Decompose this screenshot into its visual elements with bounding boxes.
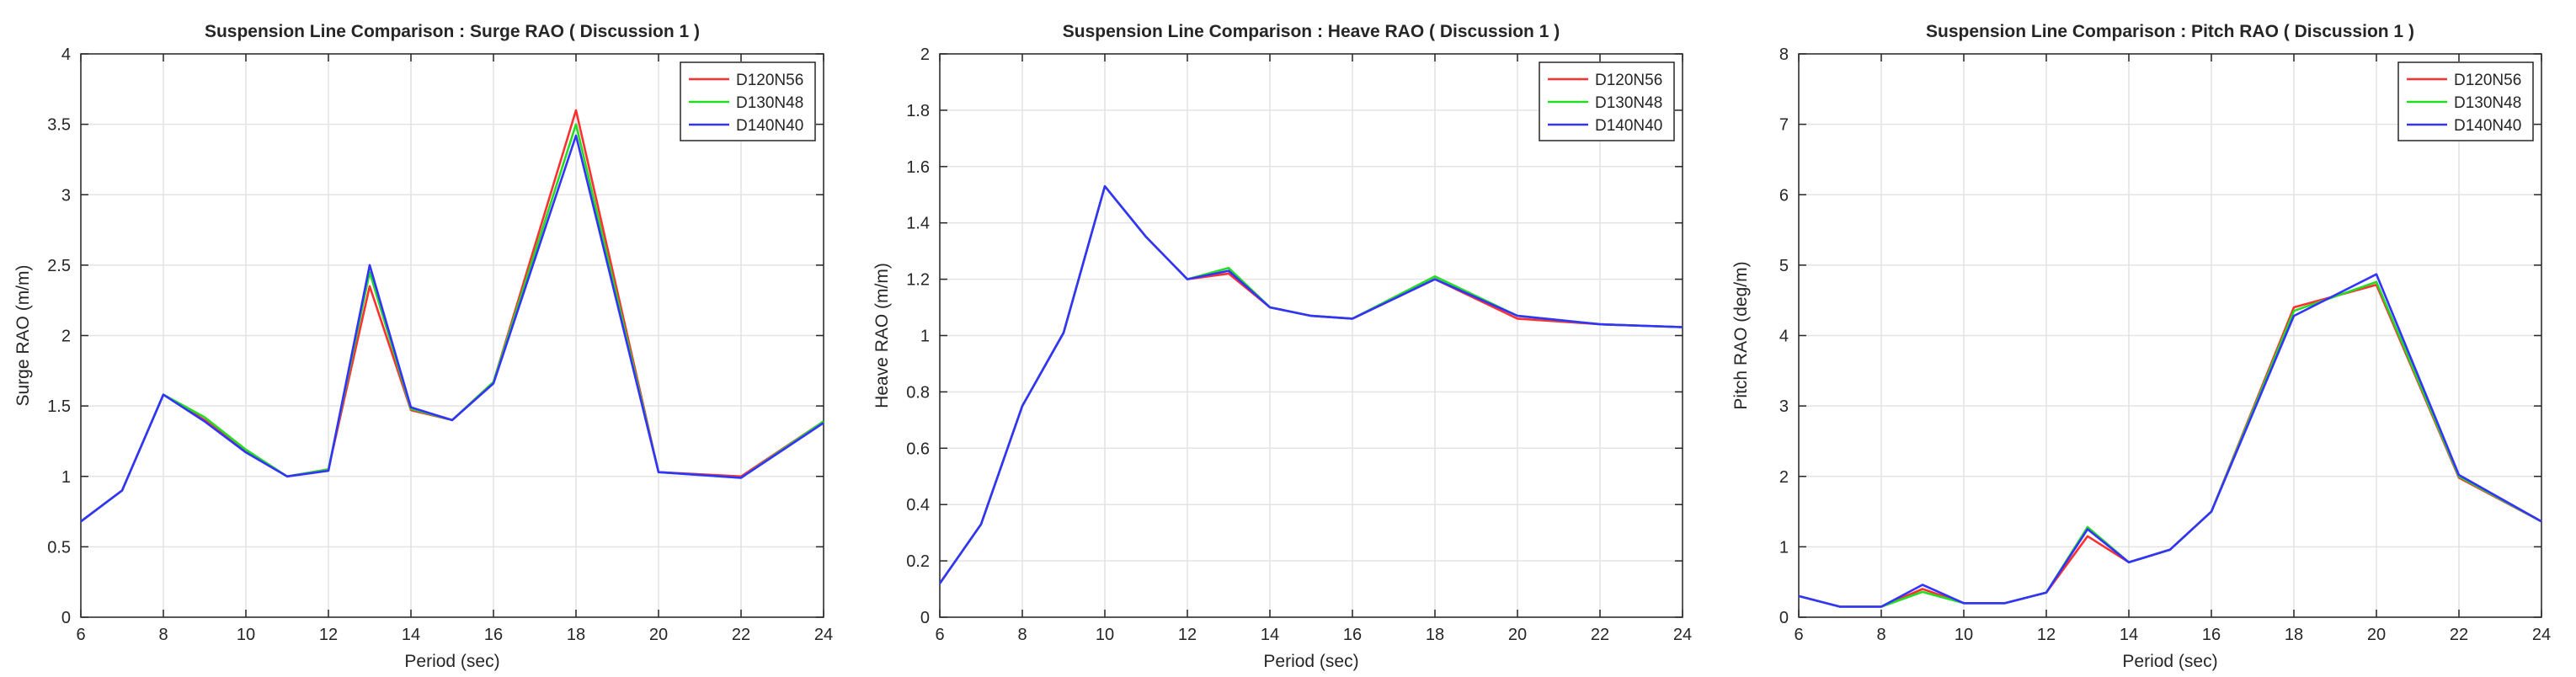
x-tick-label: 6 <box>76 626 85 644</box>
x-axis-label: Period (sec) <box>2122 652 2217 671</box>
x-tick-label: 16 <box>484 626 503 644</box>
y-tick-label: 1.5 <box>47 397 71 416</box>
x-tick-label: 14 <box>2120 626 2138 644</box>
y-tick-label: 0 <box>61 609 71 627</box>
chart-title: Suspension Line Comparison : Pitch RAO (… <box>1926 22 2414 41</box>
x-tick-label: 20 <box>1508 626 1527 644</box>
series-line-d140n40 <box>938 184 1683 584</box>
series-line-d140n40 <box>80 134 824 523</box>
y-tick-label: 1.8 <box>906 102 930 120</box>
y-tick-label: 1 <box>920 328 930 346</box>
y-tick-label: 0.4 <box>906 496 930 514</box>
x-tick-label: 16 <box>2202 626 2221 644</box>
y-tick-label: 0 <box>1779 609 1789 627</box>
y-tick-label: 6 <box>1779 186 1789 205</box>
x-tick-label: 8 <box>158 626 168 644</box>
x-tick-label: 16 <box>1343 626 1362 644</box>
legend-label: D120N56 <box>736 72 803 89</box>
x-tick-label: 24 <box>2532 626 2551 644</box>
x-tick-label: 18 <box>567 626 585 644</box>
y-tick-label: 2 <box>920 45 930 64</box>
y-tick-label: 4 <box>1779 328 1789 346</box>
y-tick-label: 3.5 <box>47 116 71 135</box>
y-tick-label: 7 <box>1779 116 1789 135</box>
y-tick-label: 0.5 <box>47 538 71 557</box>
x-tick-label: 22 <box>2450 626 2468 644</box>
series-lines <box>1798 273 2542 608</box>
x-tick-label: 14 <box>402 626 420 644</box>
legend-label: D140N40 <box>736 117 803 135</box>
x-tick-label: 20 <box>2367 626 2386 644</box>
x-tick-label: 8 <box>1017 626 1027 644</box>
x-tick-label: 10 <box>1096 626 1114 644</box>
y-tick-label: 1.2 <box>906 271 930 290</box>
y-tick-label: 1 <box>61 468 71 487</box>
legend-label: D140N40 <box>2454 117 2521 135</box>
pitch-rao-chart: 6 8 10 12 14 16 18 20 22 24 0 1 2 3 4 5 6 7 8 Suspension Li… <box>1718 0 2576 677</box>
x-tick-label: 18 <box>1426 626 1444 644</box>
x-axis-label: Period (sec) <box>1263 652 1358 671</box>
y-tick-label: 2 <box>61 328 71 346</box>
chart-title: Suspension Line Comparison : Heave RAO (… <box>1063 22 1560 41</box>
y-axis-label: Pitch RAO (deg/m) <box>1731 261 1751 409</box>
x-tick-label: 12 <box>1178 626 1197 644</box>
y-tick-label: 5 <box>1779 257 1789 275</box>
y-tick-label: 3 <box>1779 397 1789 416</box>
legend: D120N56 D130N48 D140N40 <box>1539 61 1675 141</box>
legend-label: D120N56 <box>1595 72 1662 89</box>
y-axis-label: Surge RAO (m/m) <box>13 264 33 406</box>
legend-label: D130N48 <box>1595 94 1662 112</box>
series-lines <box>938 184 1683 584</box>
x-tick-label: 8 <box>1876 626 1885 644</box>
series-line-d140n40 <box>1798 273 2542 608</box>
y-tick-label: 0.6 <box>906 440 930 458</box>
chart-title: Suspension Line Comparison : Surge RAO (… <box>205 22 700 41</box>
y-tick-label: 2 <box>1779 468 1789 487</box>
x-tick-label: 10 <box>237 626 255 644</box>
x-tick-label: 22 <box>732 626 750 644</box>
x-tick-label: 18 <box>2285 626 2303 644</box>
x-tick-label: 6 <box>935 626 944 644</box>
legend-label: D140N40 <box>1595 117 1662 135</box>
y-tick-label: 1.6 <box>906 158 930 177</box>
y-tick-label: 4 <box>61 45 71 64</box>
x-tick-label: 12 <box>319 626 338 644</box>
heave-rao-chart: 6 8 10 12 14 16 18 20 22 24 0 0.2 0.4 0.6 0.8 1 1.2 1.4 1.… <box>859 0 1718 677</box>
x-tick-label: 20 <box>649 626 668 644</box>
x-tick-label: 24 <box>1673 626 1692 644</box>
heave-rao-plot: 6 8 10 12 14 16 18 20 22 24 0 0.2 0.4 0.6 0.8 1 1.2 1.4 1.… <box>872 22 1692 671</box>
x-tick-label: 24 <box>814 626 833 644</box>
surge-rao-plot: 6 8 10 12 14 16 18 20 22 24 0 0.5 1 1.5 2 2.5 3 3.5 4 Suspe… <box>13 22 833 671</box>
series-lines <box>80 109 824 523</box>
x-tick-label: 6 <box>1794 626 1803 644</box>
y-tick-label: 8 <box>1779 45 1789 64</box>
legend: D120N56 D130N48 D140N40 <box>2397 61 2534 141</box>
y-tick-label: 1 <box>1779 538 1789 557</box>
y-axis-label: Heave RAO (m/m) <box>872 263 892 408</box>
legend: D120N56 D130N48 D140N40 <box>680 61 816 141</box>
legend-label: D120N56 <box>2454 72 2521 89</box>
x-tick-label: 22 <box>1591 626 1609 644</box>
legend-label: D130N48 <box>2454 94 2521 112</box>
x-tick-label: 12 <box>2037 626 2056 644</box>
y-tick-label: 0 <box>920 609 930 627</box>
y-tick-label: 1.4 <box>906 215 930 233</box>
series-line-d130n48 <box>1798 280 2542 608</box>
y-tick-label: 2.5 <box>47 257 71 275</box>
surge-rao-chart: 6 8 10 12 14 16 18 20 22 24 0 0.5 1 1.5 2 2.5 3 3.5 4 Suspe… <box>0 0 859 677</box>
legend-label: D130N48 <box>736 94 803 112</box>
y-tick-label: 0.8 <box>906 383 930 402</box>
x-axis-label: Period (sec) <box>404 652 499 671</box>
x-tick-label: 14 <box>1261 626 1279 644</box>
y-tick-label: 3 <box>61 186 71 205</box>
x-tick-label: 10 <box>1955 626 1973 644</box>
y-tick-label: 0.2 <box>906 552 930 571</box>
